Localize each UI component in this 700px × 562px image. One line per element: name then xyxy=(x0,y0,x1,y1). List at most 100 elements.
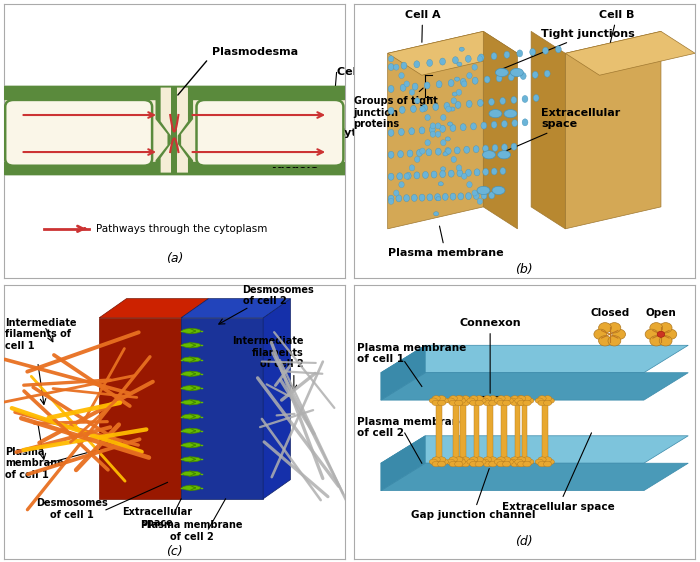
Text: (a): (a) xyxy=(166,252,183,265)
Ellipse shape xyxy=(481,122,486,129)
Bar xyxy=(4,86,345,98)
Ellipse shape xyxy=(496,69,508,76)
Ellipse shape xyxy=(433,212,439,216)
Text: Desmosomes
of cell 1: Desmosomes of cell 1 xyxy=(36,498,108,520)
Ellipse shape xyxy=(526,459,534,465)
Bar xyxy=(501,401,507,462)
Ellipse shape xyxy=(419,127,425,134)
Ellipse shape xyxy=(472,190,477,196)
Ellipse shape xyxy=(456,165,462,171)
Ellipse shape xyxy=(404,194,410,202)
Ellipse shape xyxy=(447,122,453,126)
Ellipse shape xyxy=(484,76,490,83)
Ellipse shape xyxy=(399,182,405,188)
Ellipse shape xyxy=(511,143,517,150)
Ellipse shape xyxy=(477,56,482,62)
Polygon shape xyxy=(181,298,290,318)
Ellipse shape xyxy=(472,64,477,70)
Text: Desmosomes
of cell 2: Desmosomes of cell 2 xyxy=(243,284,314,306)
Ellipse shape xyxy=(396,195,402,202)
Text: Plasma membrane
of cell 1: Plasma membrane of cell 1 xyxy=(357,343,466,364)
Ellipse shape xyxy=(516,400,524,406)
Ellipse shape xyxy=(538,396,546,401)
Ellipse shape xyxy=(543,457,552,463)
Ellipse shape xyxy=(511,97,517,103)
Ellipse shape xyxy=(454,396,463,401)
Bar xyxy=(474,401,480,462)
Ellipse shape xyxy=(467,72,473,79)
Ellipse shape xyxy=(410,106,416,112)
Ellipse shape xyxy=(420,148,425,154)
Ellipse shape xyxy=(516,396,524,401)
Ellipse shape xyxy=(478,398,486,404)
Ellipse shape xyxy=(542,47,548,54)
Ellipse shape xyxy=(436,197,441,201)
Ellipse shape xyxy=(466,193,471,200)
Ellipse shape xyxy=(466,55,471,62)
Ellipse shape xyxy=(399,106,405,114)
Ellipse shape xyxy=(407,150,413,157)
Ellipse shape xyxy=(492,144,498,151)
Polygon shape xyxy=(181,318,263,499)
Polygon shape xyxy=(155,86,193,174)
Ellipse shape xyxy=(432,396,440,401)
Ellipse shape xyxy=(454,457,463,463)
Ellipse shape xyxy=(432,461,440,467)
Ellipse shape xyxy=(412,83,418,90)
Ellipse shape xyxy=(510,457,519,463)
Ellipse shape xyxy=(414,172,420,179)
Ellipse shape xyxy=(447,398,454,404)
Text: Cell B: Cell B xyxy=(599,10,635,42)
Ellipse shape xyxy=(492,187,505,194)
Ellipse shape xyxy=(461,461,470,467)
Text: Plasma membrane
of cell 2: Plasma membrane of cell 2 xyxy=(357,417,466,438)
Ellipse shape xyxy=(480,398,489,404)
Ellipse shape xyxy=(456,400,464,406)
Text: (c): (c) xyxy=(166,545,183,558)
Ellipse shape xyxy=(442,193,448,201)
Ellipse shape xyxy=(594,329,607,339)
Ellipse shape xyxy=(483,461,491,467)
Ellipse shape xyxy=(482,151,496,159)
Ellipse shape xyxy=(401,62,407,69)
Ellipse shape xyxy=(419,194,425,201)
Ellipse shape xyxy=(450,125,456,132)
Ellipse shape xyxy=(645,329,658,339)
Ellipse shape xyxy=(491,459,500,465)
Text: Plasma
membrane
of cell 1: Plasma membrane of cell 1 xyxy=(5,447,64,480)
Ellipse shape xyxy=(398,151,403,158)
Ellipse shape xyxy=(543,461,552,467)
Text: Plasma membrane
of cell 2: Plasma membrane of cell 2 xyxy=(141,520,242,542)
Ellipse shape xyxy=(389,64,394,70)
Ellipse shape xyxy=(389,151,394,158)
Ellipse shape xyxy=(427,60,433,66)
Ellipse shape xyxy=(421,105,428,111)
Ellipse shape xyxy=(520,72,526,79)
Ellipse shape xyxy=(483,396,491,401)
Ellipse shape xyxy=(429,459,438,465)
Bar xyxy=(514,401,520,462)
Ellipse shape xyxy=(473,77,478,84)
Ellipse shape xyxy=(664,329,677,339)
Text: Cytoplasm: Cytoplasm xyxy=(337,128,402,138)
Ellipse shape xyxy=(538,461,546,467)
Ellipse shape xyxy=(182,428,201,433)
Ellipse shape xyxy=(477,99,483,106)
Ellipse shape xyxy=(530,48,536,56)
Ellipse shape xyxy=(546,459,554,465)
Ellipse shape xyxy=(414,98,420,104)
Ellipse shape xyxy=(514,459,523,465)
Bar xyxy=(172,86,177,174)
Ellipse shape xyxy=(444,102,450,110)
Ellipse shape xyxy=(440,140,446,146)
Ellipse shape xyxy=(454,461,463,467)
Bar xyxy=(460,401,466,462)
Ellipse shape xyxy=(533,94,539,102)
Text: Closed: Closed xyxy=(590,309,629,319)
Ellipse shape xyxy=(447,459,454,465)
Ellipse shape xyxy=(519,459,527,465)
Ellipse shape xyxy=(440,398,449,404)
Text: Plasma membrane: Plasma membrane xyxy=(388,226,503,259)
Polygon shape xyxy=(99,318,181,499)
Ellipse shape xyxy=(457,170,463,176)
